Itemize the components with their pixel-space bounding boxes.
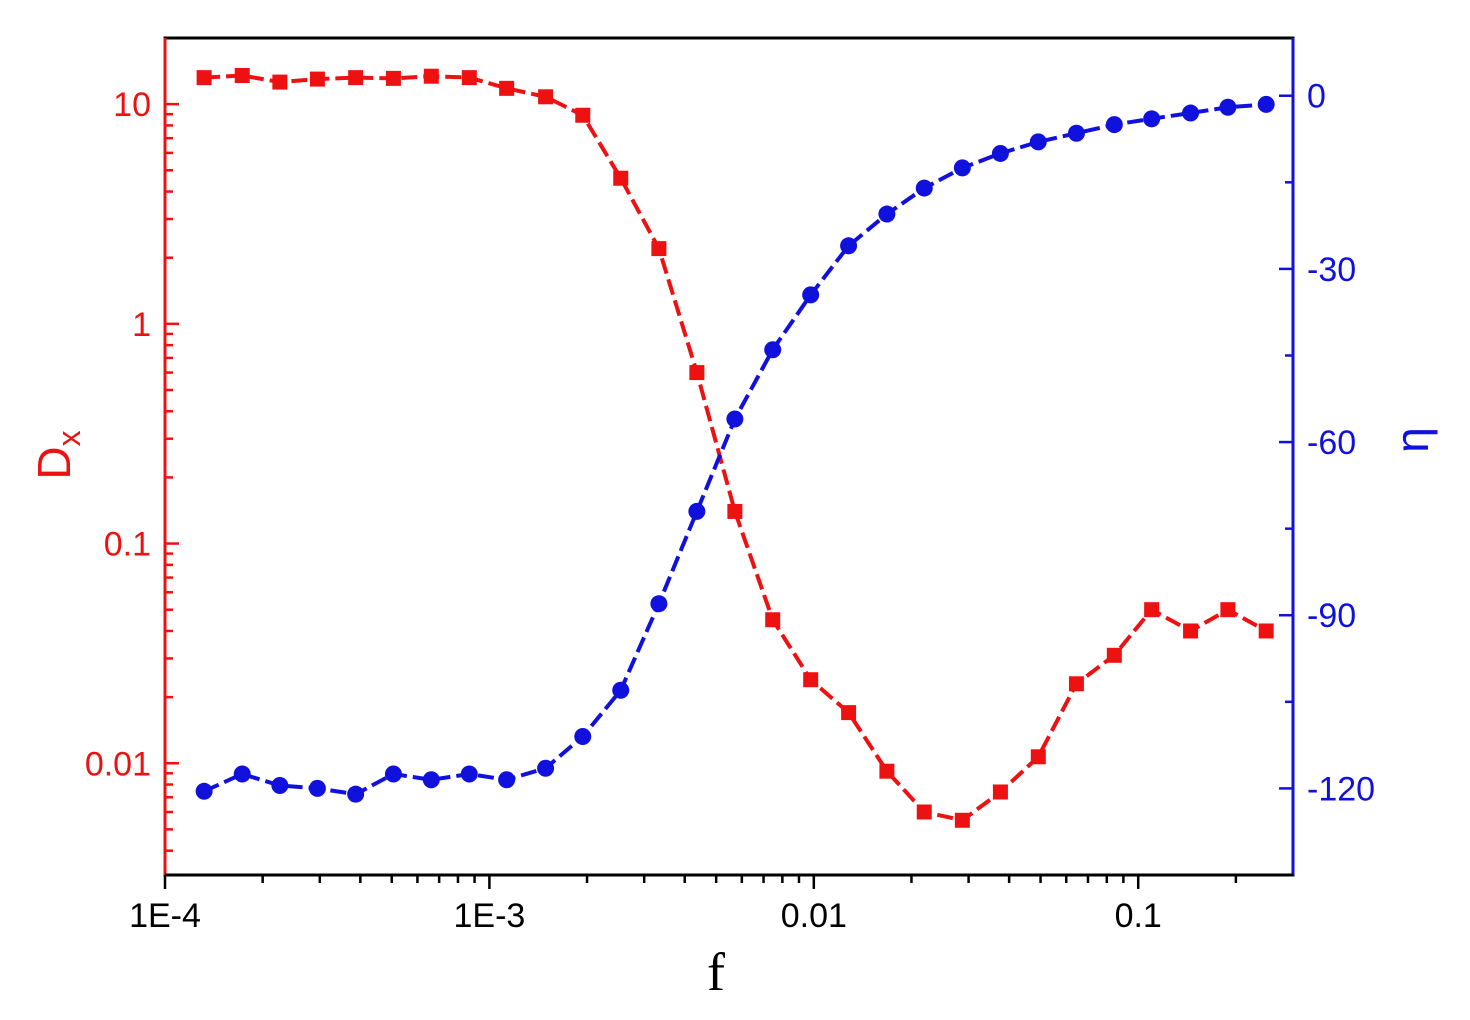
- series-2-point: [802, 286, 820, 304]
- series-1-point: [499, 80, 515, 96]
- series-1-point: [1030, 749, 1046, 765]
- series-layer: [195, 68, 1275, 828]
- left-tick-label: 0.1: [104, 526, 151, 564]
- series-2-point: [1067, 124, 1085, 142]
- series-1-point: [803, 672, 819, 688]
- series-1-point: [234, 68, 250, 84]
- right-tick-label: -90: [1307, 597, 1356, 635]
- left-y-axis-label-sub: x: [51, 430, 87, 446]
- series-1-point: [423, 68, 439, 84]
- series-1-point: [916, 804, 932, 820]
- series-2-line: [203, 102, 1267, 797]
- series-2-point: [1029, 133, 1047, 151]
- x-tick-label: 1E-3: [453, 897, 525, 935]
- x-tick-label: 1E-4: [129, 897, 201, 935]
- series-2-point: [991, 144, 1009, 162]
- series-1-point: [461, 70, 477, 86]
- series-2-point: [1143, 110, 1161, 128]
- right-y-axis-label: η: [1386, 427, 1438, 453]
- series-2-point: [233, 765, 251, 783]
- series-2-point: [726, 410, 744, 428]
- series-1-point: [385, 70, 401, 86]
- series-1-point: [1144, 602, 1160, 618]
- series-1-point: [1220, 602, 1236, 618]
- series-2-point: [347, 785, 365, 803]
- series-2-point: [1182, 104, 1200, 122]
- series-2-point: [878, 205, 896, 223]
- series-2-point: [688, 502, 706, 520]
- ticks-layer: 1E-4 1E-3 0.01 0.1 10 1 0.1 0.01 0 -30 -60 -90 -120: [85, 36, 1375, 935]
- series-1-point: [613, 170, 629, 186]
- series-1-point: [1183, 623, 1199, 639]
- series-1-point: [689, 365, 705, 381]
- series-2-point: [915, 179, 933, 197]
- series-1-point: [1068, 676, 1084, 692]
- series-2-point: [460, 765, 478, 783]
- series-1-point: [1106, 647, 1122, 663]
- series-2-point: [840, 237, 858, 255]
- series-2-point: [1257, 95, 1275, 113]
- x-tick-label: 0.1: [1115, 897, 1162, 935]
- series-1-point: [272, 74, 288, 90]
- series-1-point: [575, 107, 591, 123]
- series-1-point: [879, 763, 895, 779]
- left-tick-label: 0.01: [85, 745, 151, 783]
- series-1-point: [954, 812, 970, 828]
- left-y-axis-label-main: D: [28, 446, 80, 479]
- series-2-point: [1105, 116, 1123, 134]
- series-2-point: [764, 341, 782, 359]
- left-y-axis-label: Dx: [28, 430, 87, 479]
- series-2-point: [195, 782, 213, 800]
- series-1-point: [348, 70, 364, 86]
- left-tick-label: 1: [132, 306, 151, 344]
- series-1-point: [992, 784, 1008, 800]
- series-2-point: [612, 681, 630, 699]
- series-2-point: [650, 595, 668, 613]
- right-tick-label: 0: [1307, 78, 1326, 116]
- series-1-point: [538, 89, 554, 105]
- x-tick-label: 0.01: [781, 897, 847, 935]
- series-2-point: [384, 765, 402, 783]
- series-1-point: [196, 70, 212, 86]
- right-tick-label: -30: [1307, 251, 1356, 289]
- left-tick-label: 10: [113, 86, 151, 124]
- plot-frame: [163, 36, 1295, 877]
- series-1-point: [727, 503, 743, 519]
- series-2-point: [422, 771, 440, 789]
- series-1-point: [309, 71, 325, 87]
- right-tick-label: -60: [1307, 424, 1356, 462]
- series-1-point: [765, 612, 781, 628]
- series-2-point: [308, 779, 326, 797]
- series-2-point: [1219, 98, 1237, 116]
- series-2-point: [271, 777, 289, 795]
- series-1-point: [651, 241, 667, 257]
- series-2-point: [537, 759, 555, 777]
- series-1-point: [1258, 623, 1274, 639]
- x-axis-label: f: [707, 942, 725, 1002]
- series-1-point: [841, 705, 857, 721]
- series-2-point: [953, 159, 971, 177]
- series-1-line: [203, 73, 1268, 823]
- series-2-point: [574, 727, 592, 745]
- labels-layer: f Dx η: [28, 427, 1438, 1002]
- right-tick-label: -120: [1307, 770, 1375, 808]
- series-2-point: [498, 771, 516, 789]
